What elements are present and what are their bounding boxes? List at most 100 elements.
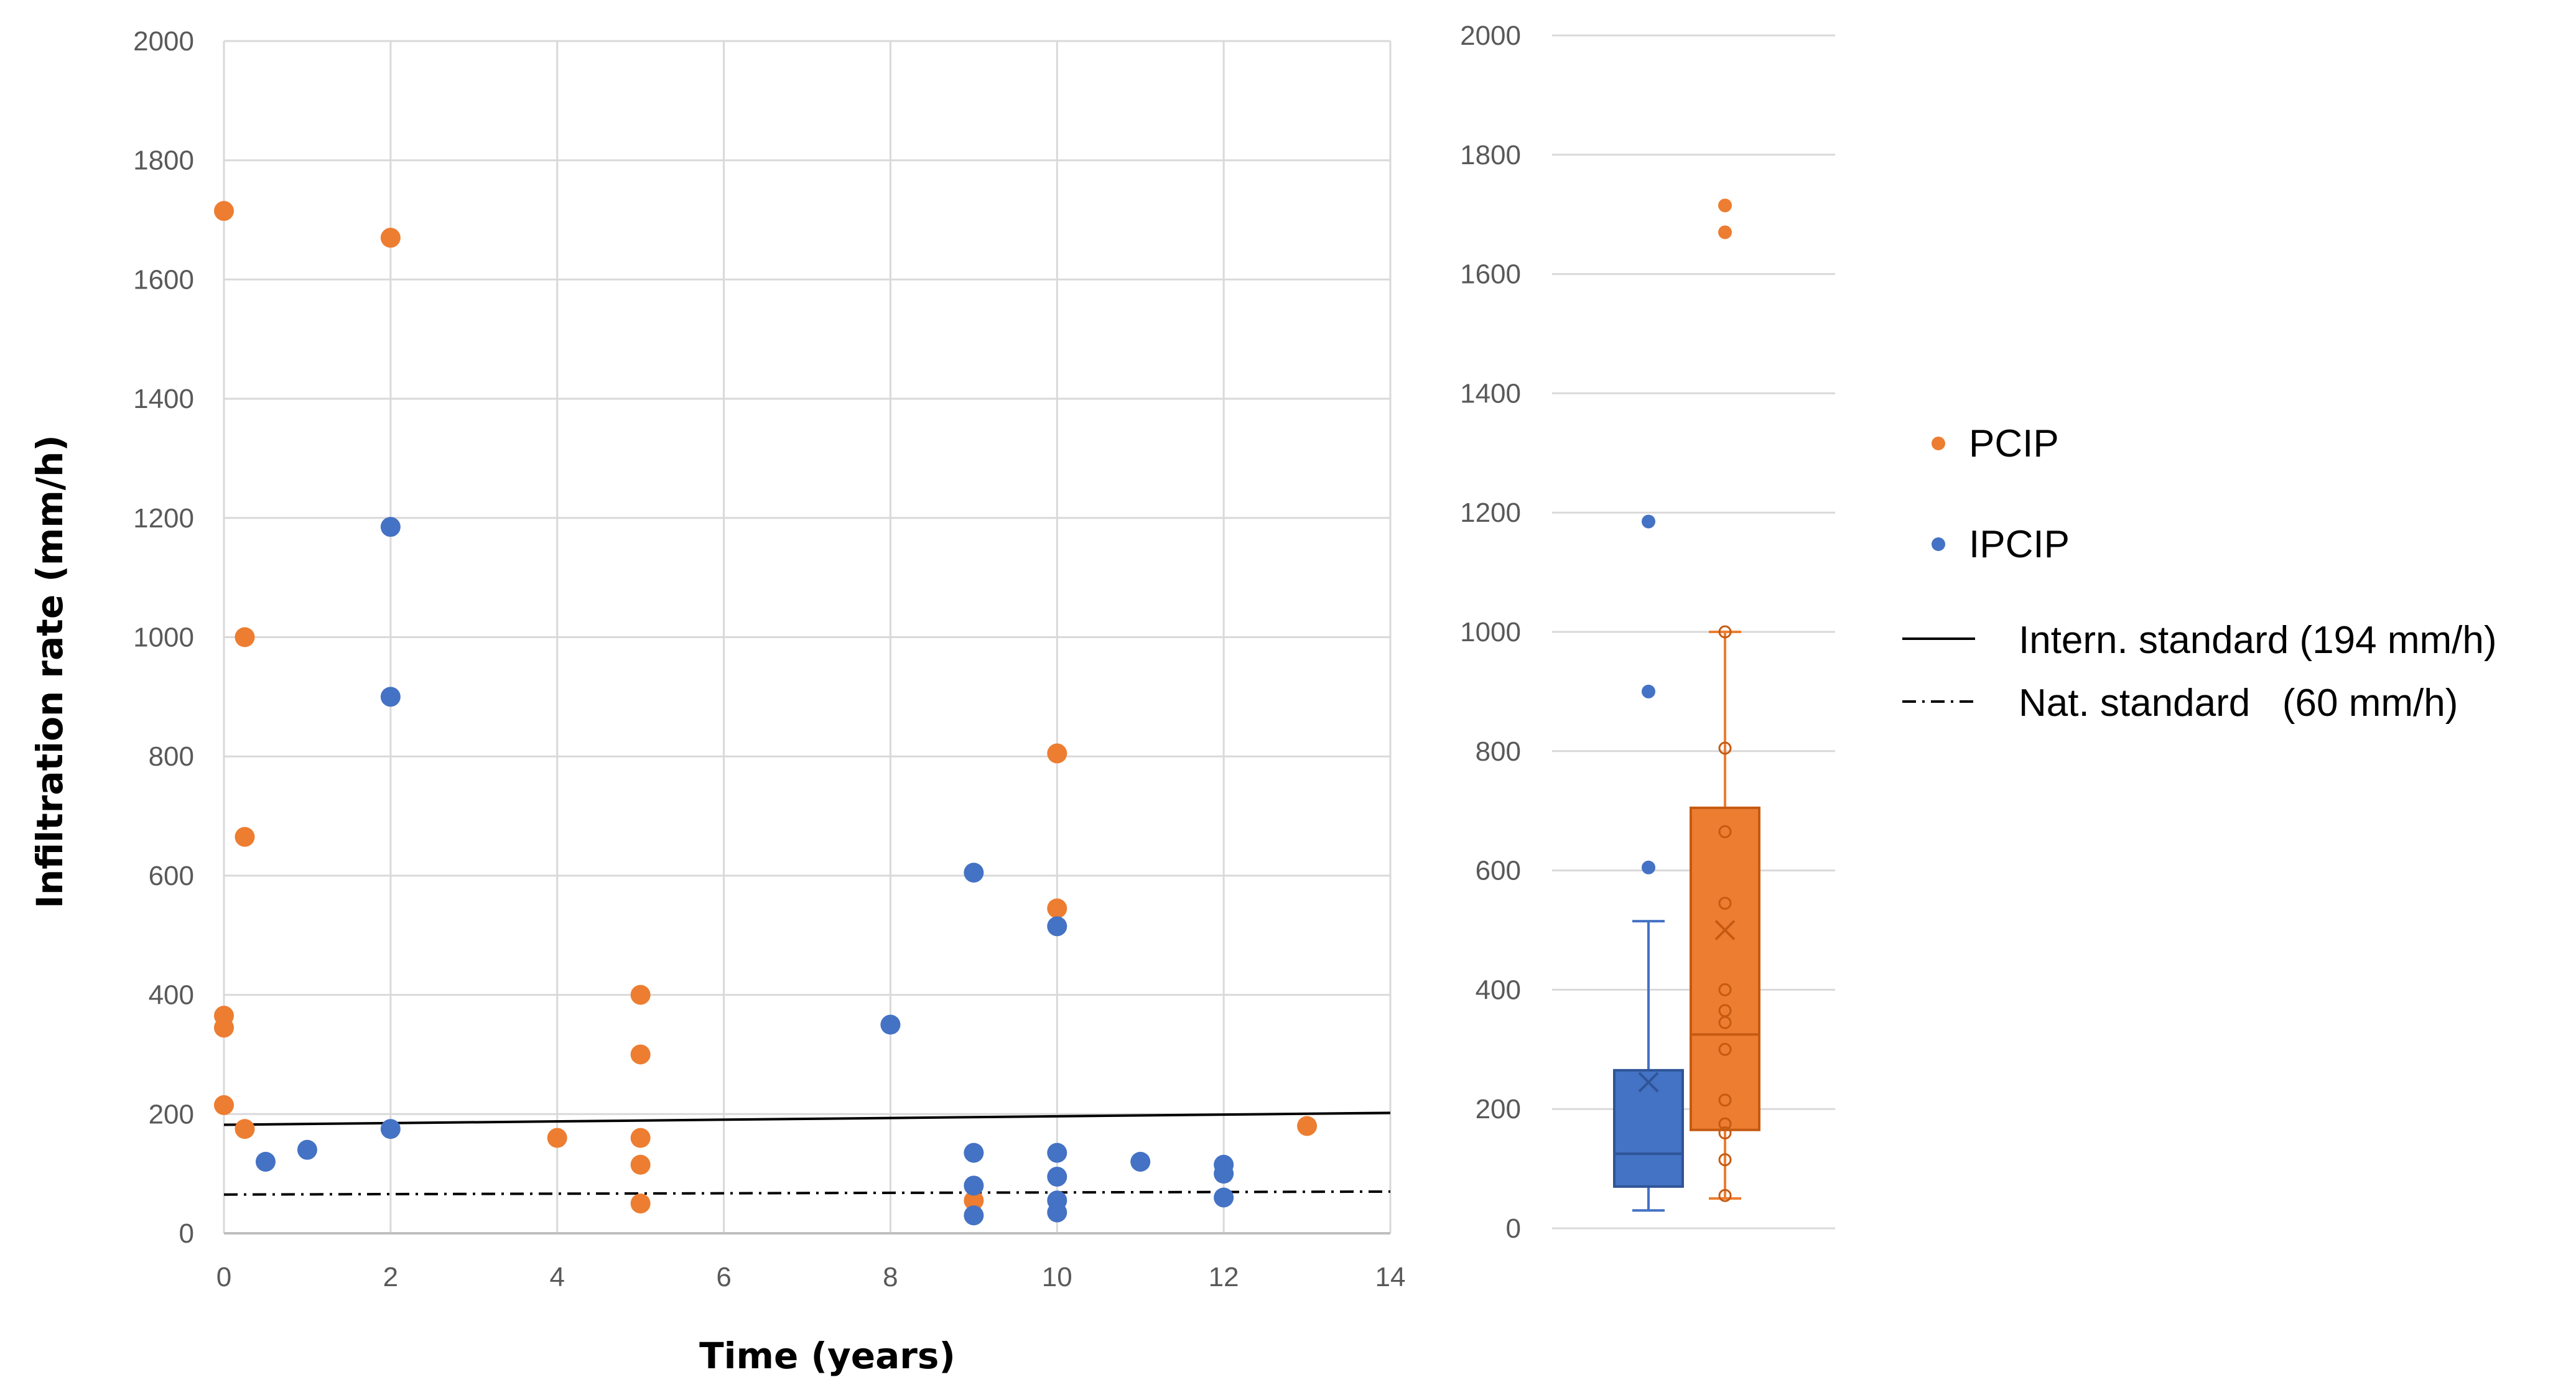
scatter-y-tick-label: 800 (149, 741, 194, 772)
box-y-tick-label: 200 (1476, 1094, 1521, 1124)
scatter-y-tick-label: 400 (149, 980, 194, 1011)
box-y-tick-label: 1400 (1460, 378, 1521, 409)
scatter-y-tick-label: 2000 (133, 26, 194, 57)
pcip-point (235, 1119, 255, 1139)
pcip-point (630, 1044, 651, 1065)
scatter-x-tick-label: 6 (716, 1262, 731, 1292)
pcip-point (964, 1190, 984, 1211)
pcip-inner-point (1718, 1093, 1732, 1107)
ipcip-mean-marker (1638, 1072, 1659, 1093)
pcip-point (1297, 1116, 1318, 1136)
scatter-gridlines (223, 40, 1392, 1235)
box-y-tick-label: 1800 (1460, 140, 1521, 170)
pcip-outlier-point (1718, 198, 1732, 213)
scatter-x-tick-label: 0 (216, 1262, 231, 1292)
scatter-x-tick-label: 10 (1042, 1262, 1072, 1292)
ipcip-outlier-point (1642, 684, 1655, 698)
ipcip-point (297, 1139, 317, 1160)
scatter-y-tick-label: 200 (149, 1099, 194, 1129)
pcip-inner-point (1718, 1153, 1732, 1167)
legend-intern-standard-label: Intern. standard (194 mm/h) (2019, 619, 2496, 662)
scatter-y-tick-label: 600 (149, 861, 194, 891)
legend-pcip-marker (1932, 437, 1945, 450)
ipcip-point (1047, 1202, 1067, 1223)
scatter-y-tick-label: 1600 (133, 264, 194, 295)
pcip-inner-point (1718, 896, 1732, 910)
pcip-point (1047, 898, 1067, 919)
ipcip-box (1613, 1068, 1684, 1188)
scatter-y-tick-label: 1400 (133, 384, 194, 414)
pcip-point (630, 985, 651, 1005)
ipcip-outlier-point (1642, 514, 1655, 529)
scatter-y-tick-label: 1800 (133, 146, 194, 176)
pcip-point (380, 228, 401, 248)
pcip-point (1047, 743, 1067, 764)
pcip-inner-point (1718, 1042, 1732, 1056)
pcip-inner-point (1718, 983, 1732, 996)
box-y-tick-label: 800 (1476, 736, 1521, 767)
pcip-mean-marker (1714, 920, 1736, 940)
scatter-y-tick-label: 1200 (133, 503, 194, 534)
scatter-panel: 0 200 400 600 800 1000 1200 1400 1600 1800 2000 0 2… (29, 26, 1405, 1377)
scatter-points (214, 201, 1318, 1226)
scatter-x-tick-label: 2 (383, 1262, 398, 1292)
pcip-point (630, 1154, 651, 1175)
pcip-inner-point (1718, 741, 1732, 755)
box-y-tick-label: 400 (1476, 975, 1521, 1005)
pcip-inner-point (1718, 1189, 1732, 1202)
scatter-x-tick-labels: 0 2 4 6 8 10 12 14 (216, 1262, 1406, 1292)
nat-standard-line (223, 1190, 1391, 1196)
ipcip-point (1047, 1142, 1067, 1163)
x-axis-title: Time (years) (699, 1335, 956, 1377)
pcip-point (547, 1128, 567, 1148)
legend-ipcip-marker (1932, 537, 1945, 551)
box-panel: 0 200 400 600 800 1000 1200 1400 1600 1800 2000 (1460, 21, 1835, 1244)
legend-nat-standard-label: Nat. standard (60 mm/h) (2019, 682, 2458, 725)
intern-standard-line (223, 1111, 1391, 1126)
box-y-tick-labels: 0 200 400 600 800 1000 1200 1400 1600 1800 2000 (1460, 21, 1521, 1244)
ipcip-point (964, 1142, 984, 1163)
ipcip-point (880, 1014, 901, 1035)
pcip-inner-point (1718, 1126, 1732, 1140)
scatter-x-tick-label: 4 (549, 1262, 564, 1292)
scatter-reference-lines (223, 1111, 1391, 1196)
pcip-point (214, 1095, 234, 1115)
pcip-inner-point (1718, 1004, 1732, 1017)
ipcip-point (255, 1151, 276, 1172)
box-plots (1613, 198, 1760, 1212)
pcip-inner-point (1718, 625, 1732, 639)
scatter-x-tick-label: 12 (1209, 1262, 1239, 1292)
legend-pcip-label: PCIP (1969, 422, 2059, 465)
legend: PCIP IPCIP Intern. standard (194 mm/h) N… (1902, 422, 2496, 725)
scatter-y-tick-label: 0 (179, 1218, 194, 1249)
ipcip-point (1047, 916, 1067, 937)
pcip-point (214, 201, 234, 221)
ipcip-point (1214, 1187, 1234, 1208)
ipcip-point (380, 517, 401, 537)
scatter-x-tick-label: 14 (1375, 1262, 1406, 1292)
ipcip-point (1214, 1164, 1234, 1184)
pcip-outlier-point (1718, 225, 1732, 239)
scatter-y-tick-labels: 0 200 400 600 800 1000 1200 1400 1600 1800 2000 (133, 26, 194, 1249)
ipcip-point (1130, 1151, 1151, 1172)
pcip-point (235, 827, 255, 847)
pcip-point (630, 1193, 651, 1214)
box-y-tick-label: 600 (1476, 856, 1521, 886)
pcip-point (630, 1128, 651, 1148)
ipcip-point (1047, 1166, 1067, 1187)
box-y-tick-label: 2000 (1460, 21, 1521, 51)
box-y-tick-label: 1600 (1460, 259, 1521, 290)
legend-ipcip-label: IPCIP (1969, 523, 2070, 566)
ipcip-point (964, 1205, 984, 1226)
pcip-box (1690, 806, 1760, 1131)
ipcip-point (380, 1119, 401, 1139)
box-y-tick-label: 1000 (1460, 617, 1521, 647)
ipcip-point (964, 1175, 984, 1196)
box-y-tick-label: 0 (1506, 1213, 1521, 1244)
scatter-x-tick-label: 8 (883, 1262, 898, 1292)
pcip-point (235, 627, 255, 647)
scatter-y-tick-label: 1000 (133, 623, 194, 653)
pcip-inner-point (1718, 1117, 1732, 1131)
y-axis-title: Infiltration rate (mm/h) (29, 435, 71, 909)
